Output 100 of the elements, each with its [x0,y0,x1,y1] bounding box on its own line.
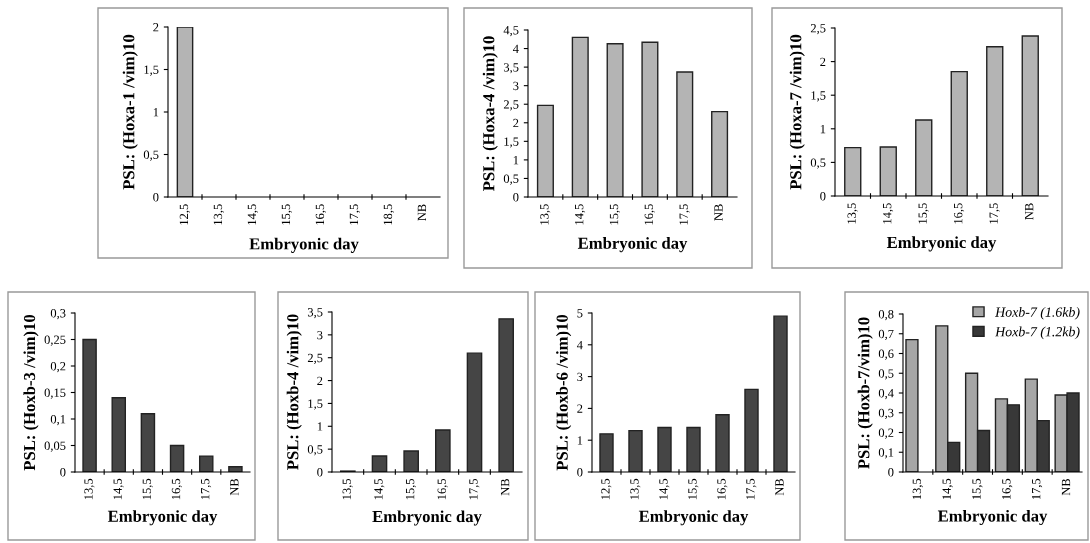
y-tick-label: 0,25 [44,335,66,346]
x-tick-label: 16,5 [953,203,965,224]
y-tick-label: 1,5 [811,91,826,102]
x-axis-title: Embryonic day [937,509,1048,526]
x-tick-label: 14,5 [113,478,124,500]
y-tick-label: 1,5 [308,399,323,410]
x-axis-title: Embryonic day [577,237,688,253]
y-axis-title: PSL: (Hoxa-1 /vim)10 [122,34,138,190]
y-tick-label: 0,5 [143,150,159,161]
x-tick-label: 13,5 [213,204,224,225]
y-tick-label: 1 [153,108,159,117]
y-tick-label: 0 [820,192,826,201]
y-tick-label: 5 [577,309,583,318]
y-tick-label: 0,4 [878,389,894,400]
x-tick-label: 18,5 [383,204,394,225]
y-tick-label: 1,5 [144,65,159,76]
y-tick-label: 1 [513,155,519,165]
y-axis-title: PSL: (Hoxa-7 /vim)10 [789,34,805,190]
x-tick-label: 14,5 [659,478,670,500]
y-tick-label: 1 [820,124,826,134]
x-axis-title: Embryonic day [886,236,997,252]
x-tick-label: 14,5 [575,204,586,225]
y-tick-label: 0,15 [44,388,66,399]
x-tick-label: NB [1061,478,1071,496]
x-tick-label: 15,5 [405,478,417,500]
y-axis-title: PSL: (Hoxa-4 /vim)10 [482,36,498,191]
y-tick-label: 2 [820,57,826,66]
y-tick-label: 0 [317,468,323,477]
x-tick-label: 17,5 [989,203,1000,224]
legend-label: Hoxb-7 (1.6kb) [995,307,1080,320]
y-tick-label: 1 [317,422,323,431]
x-tick-label: 15,5 [609,204,621,225]
y-tick-label: 1 [577,436,583,445]
x-tick-label: 16,5 [437,478,448,500]
x-axis-title: Embryonic day [107,510,218,526]
y-tick-label: 3 [513,81,519,91]
x-tick-label: 13,5 [540,204,551,225]
y-tick-label: 2,5 [307,353,323,364]
y-tick-label: 2,5 [810,24,826,35]
x-tick-label: 16,5 [717,478,728,500]
x-tick-label: 15,5 [918,203,929,224]
y-axis-title: PSL: (Hoxb-3 /vim)10 [23,314,39,471]
y-tick-label: 0 [577,468,583,477]
y-tick-label: 2 [153,23,159,32]
y-tick-label: 0,2 [50,362,66,373]
y-tick-label: 4 [576,340,583,350]
x-tick-label: 14,5 [942,478,953,500]
x-tick-label: 17,5 [1032,478,1043,500]
y-tick-label: 0,7 [878,329,894,341]
y-tick-label: 0,5 [810,158,826,169]
y-tick-label: 0,5 [878,369,894,380]
x-tick-label: 16,5 [315,204,326,225]
x-tick-label: NB [1025,203,1034,220]
x-tick-label: NB [417,204,427,221]
x-tick-label: 13,5 [847,203,858,224]
x-tick-label: 13,5 [342,478,353,500]
y-tick-label: 1,5 [504,137,519,148]
x-tick-label: 15,5 [972,478,983,500]
x-tick-label: 14,5 [247,204,258,225]
x-tick-label: 13,5 [630,478,641,500]
y-tick-label: 0,6 [878,349,894,360]
legend-label: Hoxb-7 (1.2kb) [995,326,1080,340]
y-tick-label: 0,3 [50,309,66,320]
x-tick-label: 16,5 [171,478,183,500]
y-tick-label: 3,5 [307,308,323,319]
x-tick-label: NB [230,478,239,496]
y-tick-label: 0,5 [503,174,519,185]
x-tick-label: 16,5 [1002,478,1013,500]
y-axis-title: PSL: (Hoxb-7/vim)10 [857,317,873,469]
x-tick-label: 14,5 [374,478,385,500]
y-tick-label: 0,1 [50,415,66,426]
y-tick-label: 4 [512,44,519,53]
y-tick-label: 0,2 [878,428,894,439]
y-tick-label: 3 [577,372,583,382]
x-axis-title: Embryonic day [638,510,749,526]
x-axis-title: Embryonic day [249,237,359,253]
y-tick-label: 0,1 [878,448,894,459]
y-tick-label: 0,3 [878,408,894,420]
x-tick-label: 17,5 [746,478,757,500]
x-tick-label: 17,5 [469,478,480,500]
y-tick-label: 0 [513,193,519,202]
y-tick-label: 2 [317,376,323,385]
x-tick-label: 15,5 [688,478,699,500]
y-tick-label: 4,5 [503,26,519,37]
y-axis-title: PSL: (Hoxb-4 /vim)10 [286,314,302,470]
x-tick-label: 15,5 [142,478,153,500]
y-tick-label: 0 [153,193,159,202]
x-tick-label: NB [775,478,784,496]
x-tick-label: NB [500,479,510,496]
x-tick-label: 13,5 [912,478,923,500]
x-tick-label: 17,5 [201,478,212,500]
y-axis-title: PSL: (Hoxb-6 /vim)10 [556,314,572,471]
y-tick-label: 0,05 [44,441,66,452]
x-tick-label: 17,5 [349,204,360,225]
x-tick-label: 12,5 [601,478,612,500]
y-tick-label: 0 [60,468,66,477]
y-tick-label: 2 [577,404,583,413]
y-tick-label: 0 [888,468,894,477]
y-tick-label: 2 [513,118,519,128]
x-tick-label: 12,5 [179,204,190,225]
